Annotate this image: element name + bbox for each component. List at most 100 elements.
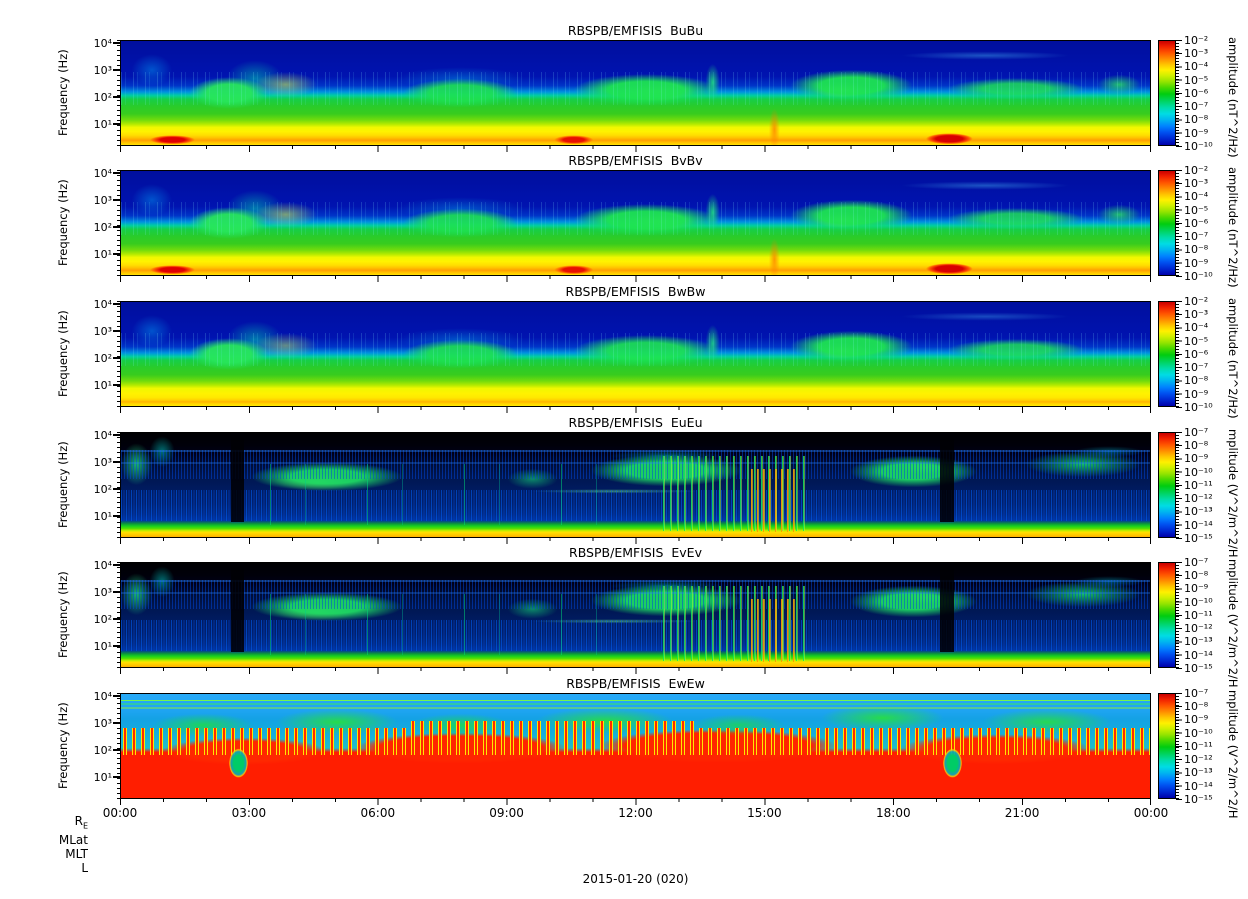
burst-core [748,469,795,532]
colorbar-tick-label: 10⁻⁹ [1184,452,1209,465]
colorbar-tick-label: 10⁻¹⁵ [1184,793,1213,806]
spectrogram-ewew [120,693,1151,799]
colorbar-minor-ticks [1176,432,1179,538]
colorbar-tick-label: 10⁻¹⁰ [1184,401,1213,414]
panel-title: RBSPB/EMFISIS BwBw [565,284,706,299]
colorbar [1158,562,1176,668]
ephemeris-re-label: RE [74,814,88,831]
colorbar [1158,170,1176,276]
colorbar-tick-label: 10⁻⁹ [1184,127,1209,140]
y-minor-ticks [117,562,120,668]
data-gap [231,433,245,523]
colorbar-major-ticks [1176,170,1182,277]
spectrogram-evev [120,562,1151,668]
panel-bubu: RBSPB/EMFISIS BuBu Frequency (Hz) 10⁴ 10³… [0,23,1248,170]
y-tick-label: 10² [93,483,112,496]
spike-comb [409,721,698,736]
interference-lines [121,696,1150,711]
y-tick-label: 10⁴ [93,559,112,572]
colorbar-tick-label: 10⁻¹² [1184,753,1213,766]
x-axis-ticks [120,146,1151,152]
y-major-ticks [113,40,120,146]
panel-title: RBSPB/EMFISIS EwEw [566,676,705,691]
y-tick-label: 10² [93,91,112,104]
colorbar-major-ticks [1176,432,1182,539]
colorbar-tick-label: 10⁻⁹ [1184,582,1209,595]
y-axis-tick-labels: 10⁴ 10³ 10² 10¹ [0,167,112,276]
colorbar-tick-label: 10⁻⁵ [1184,335,1209,348]
colorbar-tick-label: 10⁻³ [1184,308,1209,321]
spectrogram-bubu [120,40,1151,146]
y-axis-tick-labels: 10⁴ 10³ 10² 10¹ [0,690,112,799]
y-tick-label: 10³ [93,194,112,207]
colorbar-tick-labels: 10⁻⁷ 10⁻⁸ 10⁻⁹ 10⁻¹⁰ 10⁻¹¹ 10⁻¹² 10⁻¹³ 10⁻¹⁴ 10⁻… [1184,687,1230,806]
colorbar-tick-label: 10⁻¹⁰ [1184,140,1213,153]
colorbar-tick-label: 10⁻¹⁴ [1184,519,1213,532]
y-major-ticks [113,432,120,538]
panel-bwbw: RBSPB/EMFISIS BwBw Frequency (Hz) 10⁴ 10³… [0,284,1248,431]
colorbar-tick-label: 10⁻⁹ [1184,388,1209,401]
y-tick-label: 10¹ [93,640,112,653]
panel-evev: RBSPB/EMFISIS EvEv Frequency (Hz) 10⁴ 10³… [0,545,1248,692]
y-tick-label: 10¹ [93,379,112,392]
colorbar-tick-label: 10⁻⁹ [1184,257,1209,270]
noise-texture [121,202,1150,236]
colorbar-tick-label: 10⁻⁶ [1184,217,1209,230]
noise-texture [121,72,1150,106]
colorbar-tick-label: 10⁻¹¹ [1184,740,1213,753]
y-tick-label: 10³ [93,586,112,599]
colorbar-tick-label: 10⁻¹⁰ [1184,466,1213,479]
colorbar-tick-label: 10⁻¹² [1184,492,1213,505]
colorbar-tick-label: 10⁻⁴ [1184,190,1209,203]
y-major-ticks [113,301,120,407]
time-tick-label: 09:00 [489,806,524,820]
noise-texture [121,333,1150,367]
data-gap [940,563,955,653]
y-minor-ticks [117,170,120,276]
colorbar-label: mplitude (V^2/m^2/H [1226,429,1240,558]
colorbar-label: amplitude (nT^2/Hz) [1226,298,1240,419]
y-major-ticks [113,170,120,276]
colorbar-tick-label: 10⁻⁷ [1184,361,1209,374]
ephemeris-mlt-label: MLT [65,847,88,862]
x-axis-ticks [120,668,1151,674]
colorbar-tick-label: 10⁻⁸ [1184,374,1209,387]
colorbar [1158,693,1176,799]
colorbar-tick-label: 10⁻² [1184,34,1209,47]
y-tick-label: 10³ [93,64,112,77]
envelope-dip [225,748,251,788]
colorbar-tick-label: 10⁻⁵ [1184,204,1209,217]
colorbar-tick-label: 10⁻⁷ [1184,426,1209,439]
x-axis-ticks [120,799,1151,805]
colorbar-major-ticks [1176,40,1182,147]
colorbar-minor-ticks [1176,562,1179,668]
colorbar-tick-label: 10⁻⁷ [1184,556,1209,569]
panel-bvbv: RBSPB/EMFISIS BvBv Frequency (Hz) 10⁴ 10³… [0,153,1248,300]
colorbar-tick-label: 10⁻⁸ [1184,700,1209,713]
panel-ewew: RBSPB/EMFISIS EwEw Frequency (Hz) 10⁴ 10³… [0,676,1248,823]
time-tick-label: 00:00 [1133,806,1169,820]
colorbar-minor-ticks [1176,693,1179,799]
y-tick-label: 10¹ [93,771,112,784]
time-tick-label: 18:00 [876,806,911,820]
colorbar [1158,301,1176,407]
colorbar-tick-label: 10⁻¹⁵ [1184,532,1213,545]
spectrogram-bvbv [120,170,1151,276]
colorbar-tick-label: 10⁻³ [1184,177,1209,190]
colorbar [1158,432,1176,538]
colorbar-tick-label: 10⁻⁸ [1184,243,1209,256]
colorbar-tick-label: 10⁻³ [1184,47,1209,60]
time-tick-label: 03:00 [231,806,267,820]
colorbar-tick-label: 10⁻¹⁰ [1184,727,1213,740]
colorbar-tick-label: 10⁻¹⁰ [1184,270,1213,283]
panel-title: RBSPB/EMFISIS EvEv [569,545,702,560]
spectrogram-bwbw [120,301,1151,407]
colorbar-tick-label: 10⁻⁸ [1184,569,1209,582]
colorbar-tick-label: 10⁻⁴ [1184,60,1209,73]
colorbar-tick-label: 10⁻⁷ [1184,687,1209,700]
panel-title: RBSPB/EMFISIS BvBv [568,153,703,168]
colorbar-tick-label: 10⁻⁷ [1184,100,1209,113]
colorbar-label: amplitude (nT^2/Hz) [1226,37,1240,158]
panel-title: RBSPB/EMFISIS EuEu [568,415,703,430]
y-major-ticks [113,562,120,668]
